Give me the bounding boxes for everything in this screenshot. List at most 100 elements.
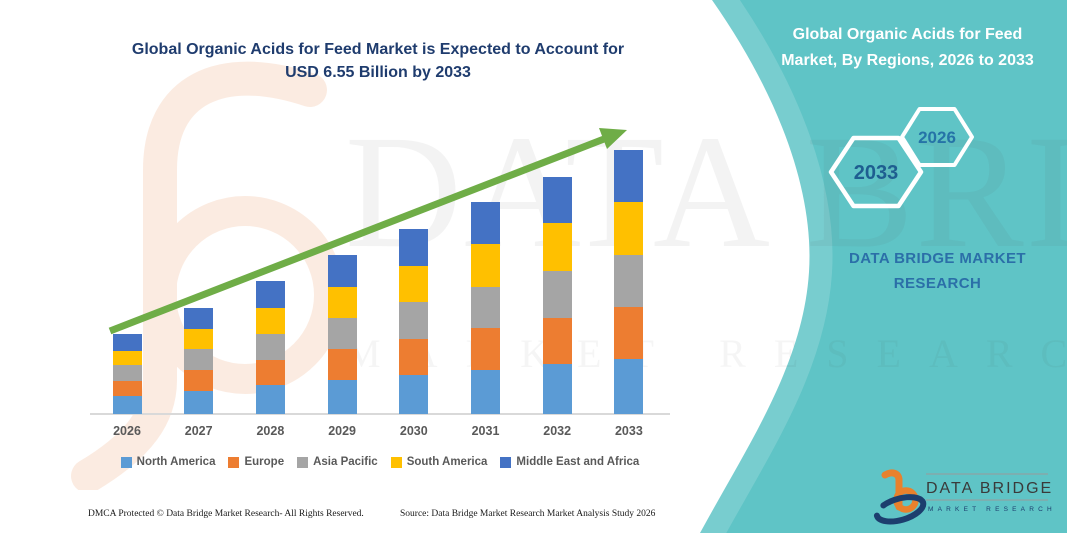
chart-title-line1: Global Organic Acids for Feed Market is … [131, 41, 625, 58]
bar-segment-europe [614, 307, 644, 359]
bar-segment-asia-pacific [184, 349, 214, 371]
stacked-bar-2033 [614, 150, 644, 414]
hexagon-2033-icon [828, 135, 924, 209]
legend-item-middle-east-and-africa: Middle East and Africa [500, 456, 639, 468]
year-hexagons: 2033 2026 [828, 107, 974, 209]
side-panel-heading: Global Organic Acids for Feed Market, By… [755, 22, 1060, 74]
hexagon-2033-label: 2033 [854, 162, 899, 184]
stacked-bar-2027 [184, 307, 214, 414]
bar-segment-middle-east-and-africa [255, 281, 285, 308]
bar-segment-north-america [471, 369, 500, 414]
bar-segment-south-america [614, 202, 644, 256]
legend-label: Middle East and Africa [516, 456, 640, 468]
bar-segment-middle-east-and-africa [614, 150, 644, 203]
bar-segment-asia-pacific [255, 333, 285, 360]
brand-text-line2: RESEARCH [893, 275, 982, 292]
teal-panel-edge-highlight [679, 0, 833, 533]
trend-arrow-head [599, 128, 627, 149]
stacked-bar-2031 [471, 202, 500, 414]
legend-label: South America [406, 456, 488, 468]
teal-panel-shape [700, 0, 1067, 533]
bar-segment-asia-pacific [112, 365, 142, 381]
bar-segment-north-america [184, 390, 214, 414]
bar-segment-south-america [184, 329, 214, 350]
bar-segment-middle-east-and-africa [399, 229, 429, 266]
bar-segment-middle-east-and-africa [542, 176, 572, 224]
bar-segment-europe [399, 338, 429, 375]
bar-segment-north-america [542, 363, 572, 414]
bar-segment-europe [112, 380, 142, 397]
stacked-bar-2029 [327, 255, 357, 414]
legend-swatch-icon [297, 456, 309, 468]
legend-swatch-icon [228, 456, 240, 468]
logo-swoosh-icon [873, 494, 927, 525]
stacked-bar-2028 [255, 281, 285, 414]
side-panel-heading-line1: Global Organic Acids for Feed [792, 26, 1023, 43]
bar-segment-middle-east-and-africa [471, 202, 500, 245]
brand-text-line1: DATA BRIDGE MARKET [849, 250, 1026, 267]
legend-item-south-america: South America [390, 456, 488, 468]
bar-segment-south-america [255, 308, 285, 334]
bar-segment-north-america [112, 396, 142, 414]
legend-label: Europe [244, 456, 285, 468]
watermark-text-sub: MARKET RESEARCH [345, 331, 1067, 376]
bar-segment-north-america [327, 380, 357, 414]
legend-label: North America [136, 456, 216, 468]
chart-title-line2: USD 6.55 Billion by 2033 [285, 64, 471, 81]
legend-swatch-icon [120, 456, 132, 468]
legend-swatch-icon [500, 456, 512, 468]
legend-swatch-icon [390, 456, 402, 468]
stacked-bar-2026 [112, 334, 142, 414]
x-axis-label-2029: 2029 [328, 424, 356, 438]
bar-segment-europe [471, 328, 500, 370]
chart-legend: North America Europe Asia Pacific South Ame… [88, 456, 672, 468]
footer-copyright: DMCA Protected © Data Bridge Market Rese… [88, 509, 364, 519]
x-axis-label-2026: 2026 [113, 424, 141, 438]
company-logo: DATA BRIDGE MARKET RESEARCH [873, 469, 1056, 525]
trend-arrow-shaft [108, 135, 606, 335]
legend-label: Asia Pacific [313, 456, 378, 468]
bar-segment-north-america [399, 374, 429, 414]
x-axis-label-2033: 2033 [614, 424, 643, 438]
legend-item-europe: Europe [228, 456, 284, 468]
bar-segment-north-america [614, 358, 644, 414]
bar-segment-south-america [542, 223, 572, 271]
bar-segment-asia-pacific [471, 286, 500, 329]
hexagon-2026-icon [900, 107, 974, 167]
bar-segment-middle-east-and-africa [327, 255, 357, 288]
logo-sub-wordmark: MARKET RESEARCH [928, 506, 1056, 513]
x-axis-label-2031: 2031 [471, 424, 500, 438]
hexagon-2026-label: 2026 [918, 128, 956, 147]
legend-item-north-america: North America [120, 456, 216, 468]
bar-segment-asia-pacific [614, 255, 644, 308]
x-axis-line [90, 413, 670, 415]
x-axis-label-2028: 2028 [256, 424, 285, 438]
bar-segment-europe [184, 370, 214, 391]
x-axis-label-2032: 2032 [543, 424, 572, 438]
bar-segment-south-america [471, 244, 500, 287]
bar-segment-middle-east-and-africa [112, 334, 142, 351]
x-axis-label-2030: 2030 [399, 424, 428, 438]
x-axis-label-2027: 2027 [184, 424, 213, 438]
chart-title: Global Organic Acids for Feed Market is … [78, 38, 678, 84]
bar-segment-asia-pacific [327, 318, 357, 350]
brand-text: DATA BRIDGE MARKET RESEARCH [805, 246, 1067, 296]
side-panel-heading-line2: Market, By Regions, 2026 to 2033 [781, 52, 1034, 69]
logo-wordmark: DATA BRIDGE [926, 480, 1053, 497]
bar-segment-south-america [112, 350, 142, 366]
stacked-bar-2032 [542, 176, 572, 414]
bar-segment-europe [255, 359, 285, 386]
legend-item-asia-pacific: Asia Pacific [297, 456, 378, 468]
bar-segment-asia-pacific [399, 302, 429, 339]
bar-segment-europe [327, 349, 357, 381]
bar-segment-north-america [255, 385, 285, 414]
footer-source: Source: Data Bridge Market Research Mark… [400, 509, 656, 519]
bar-segment-europe [542, 317, 572, 364]
bar-segment-asia-pacific [542, 270, 572, 318]
bar-segment-south-america [399, 265, 429, 303]
